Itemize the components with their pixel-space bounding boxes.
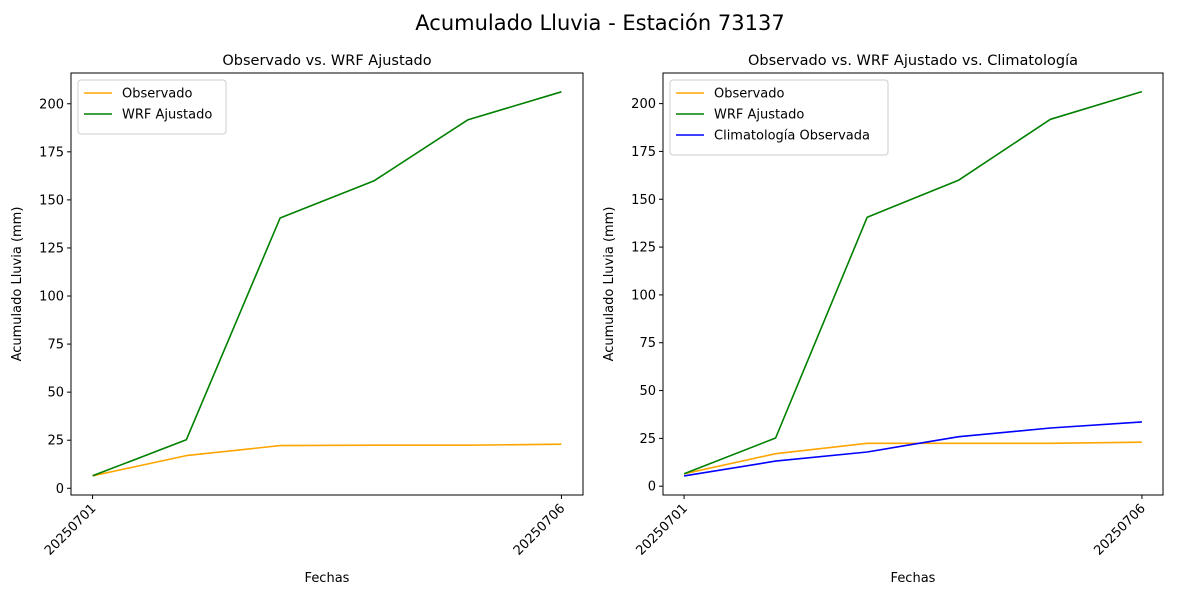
x-tick-label: 20250706 xyxy=(511,501,568,558)
legend-label: Observado xyxy=(714,87,785,102)
y-tick-label: 200 xyxy=(631,97,656,112)
x-tick-label: 20250701 xyxy=(633,501,690,558)
legend-label: Climatología Observada xyxy=(714,129,870,144)
plot-frame xyxy=(662,72,1164,496)
series-line-observado xyxy=(92,443,562,477)
series-line-wrf-ajustado xyxy=(92,91,562,477)
y-axis-label: Acumulado Lluvia (mm) xyxy=(10,207,25,362)
y-tick-label: 0 xyxy=(648,480,656,495)
legend: Observado WRF Ajustado Climatología Observ… xyxy=(669,79,889,156)
y-tick-label: 50 xyxy=(639,384,656,399)
legend-box xyxy=(669,79,889,156)
y-tick-label: 125 xyxy=(631,241,656,256)
y-tick-label: 25 xyxy=(639,432,656,447)
legend-label: WRF Ajustado xyxy=(714,108,804,123)
y-tick-label: 50 xyxy=(47,386,64,401)
x-tick-label: 20250706 xyxy=(1091,501,1148,558)
y-tick-label: 125 xyxy=(39,241,64,256)
legend-label: WRF Ajustado xyxy=(122,108,212,123)
y-tick-label: 0 xyxy=(56,482,64,497)
plot-frame xyxy=(70,72,584,496)
y-tick-label: 100 xyxy=(39,290,64,305)
chart-title: Observado vs. WRF Ajustado vs. Climatolo… xyxy=(748,53,1078,69)
y-tick-label: 75 xyxy=(639,336,656,351)
x-tick-label: 20250701 xyxy=(42,501,99,558)
legend-label: Observado xyxy=(122,87,193,102)
y-tick-label: 150 xyxy=(631,193,656,208)
x-axis-label: Fechas xyxy=(305,571,350,586)
chart-panel-1: Observado vs. WRF Ajustado 0 25 50 75 100 125 1… xyxy=(10,53,584,586)
y-axis-label: Acumulado Lluvia (mm) xyxy=(602,207,617,362)
legend: Observado WRF Ajustado xyxy=(77,79,227,135)
y-tick-label: 200 xyxy=(39,97,64,112)
y-tick-label: 25 xyxy=(47,434,64,449)
series-line-wrf-ajustado xyxy=(683,90,1143,475)
y-tick-label: 175 xyxy=(39,145,64,160)
chart-panel-2: Observado vs. WRF Ajustado vs. Climatolo… xyxy=(602,53,1164,586)
y-tick-label: 150 xyxy=(39,193,64,208)
legend-box xyxy=(77,79,227,135)
series-line-climatolog-a-observada xyxy=(683,421,1142,477)
figure-title: Acumulado Lluvia - Estación 73137 xyxy=(415,11,784,35)
y-tick-label: 75 xyxy=(47,338,64,353)
y-tick-label: 100 xyxy=(631,288,656,303)
series-line-observado xyxy=(683,441,1142,475)
chart-title: Observado vs. WRF Ajustado xyxy=(222,53,431,69)
y-tick-label: 175 xyxy=(631,145,656,160)
x-axis-label: Fechas xyxy=(891,571,936,586)
